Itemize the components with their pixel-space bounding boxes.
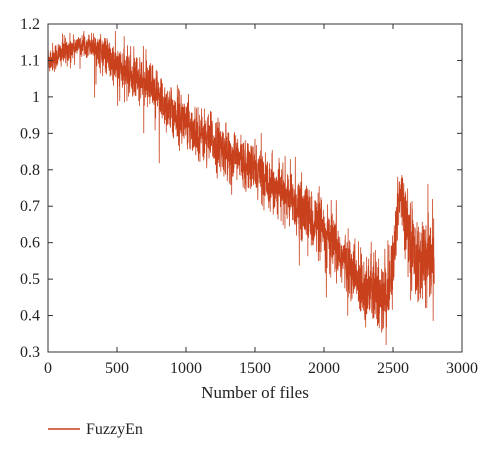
legend-label-fuzzyen: FuzzyEn xyxy=(86,421,143,438)
y-tick-label: 0.3 xyxy=(20,344,40,361)
y-tick-label: 1.1 xyxy=(20,52,40,69)
legend: FuzzyEn xyxy=(48,421,143,438)
x-tick-label: 1500 xyxy=(239,360,271,377)
y-tick-label: 0.6 xyxy=(20,235,40,252)
y-tick-label: 0.8 xyxy=(20,162,40,179)
x-tick-label: 0 xyxy=(44,360,52,377)
y-tick-label: 0.5 xyxy=(20,271,40,288)
y-axis: 0.3 0.4 0.5 0.6 0.7 0.8 0.9 1 1.1 1.2 xyxy=(20,16,462,361)
y-tick-label: 0.9 xyxy=(20,125,40,142)
series-line-fuzzyen xyxy=(47,30,435,346)
series-layer xyxy=(47,30,435,346)
x-tick-label: 2000 xyxy=(308,360,340,377)
x-axis-label: Number of files xyxy=(201,383,309,402)
x-axis: 0 500 1000 1500 2000 2500 3000 xyxy=(44,24,478,377)
y-tick-label: 0.7 xyxy=(20,198,40,215)
y-tick-label: 1.2 xyxy=(20,16,40,33)
y-tick-label: 1 xyxy=(32,89,40,106)
x-tick-label: 2500 xyxy=(377,360,409,377)
x-tick-label: 3000 xyxy=(446,360,478,377)
y-tick-label: 0.4 xyxy=(20,308,40,325)
x-tick-label: 1000 xyxy=(170,360,202,377)
x-tick-label: 500 xyxy=(105,360,129,377)
